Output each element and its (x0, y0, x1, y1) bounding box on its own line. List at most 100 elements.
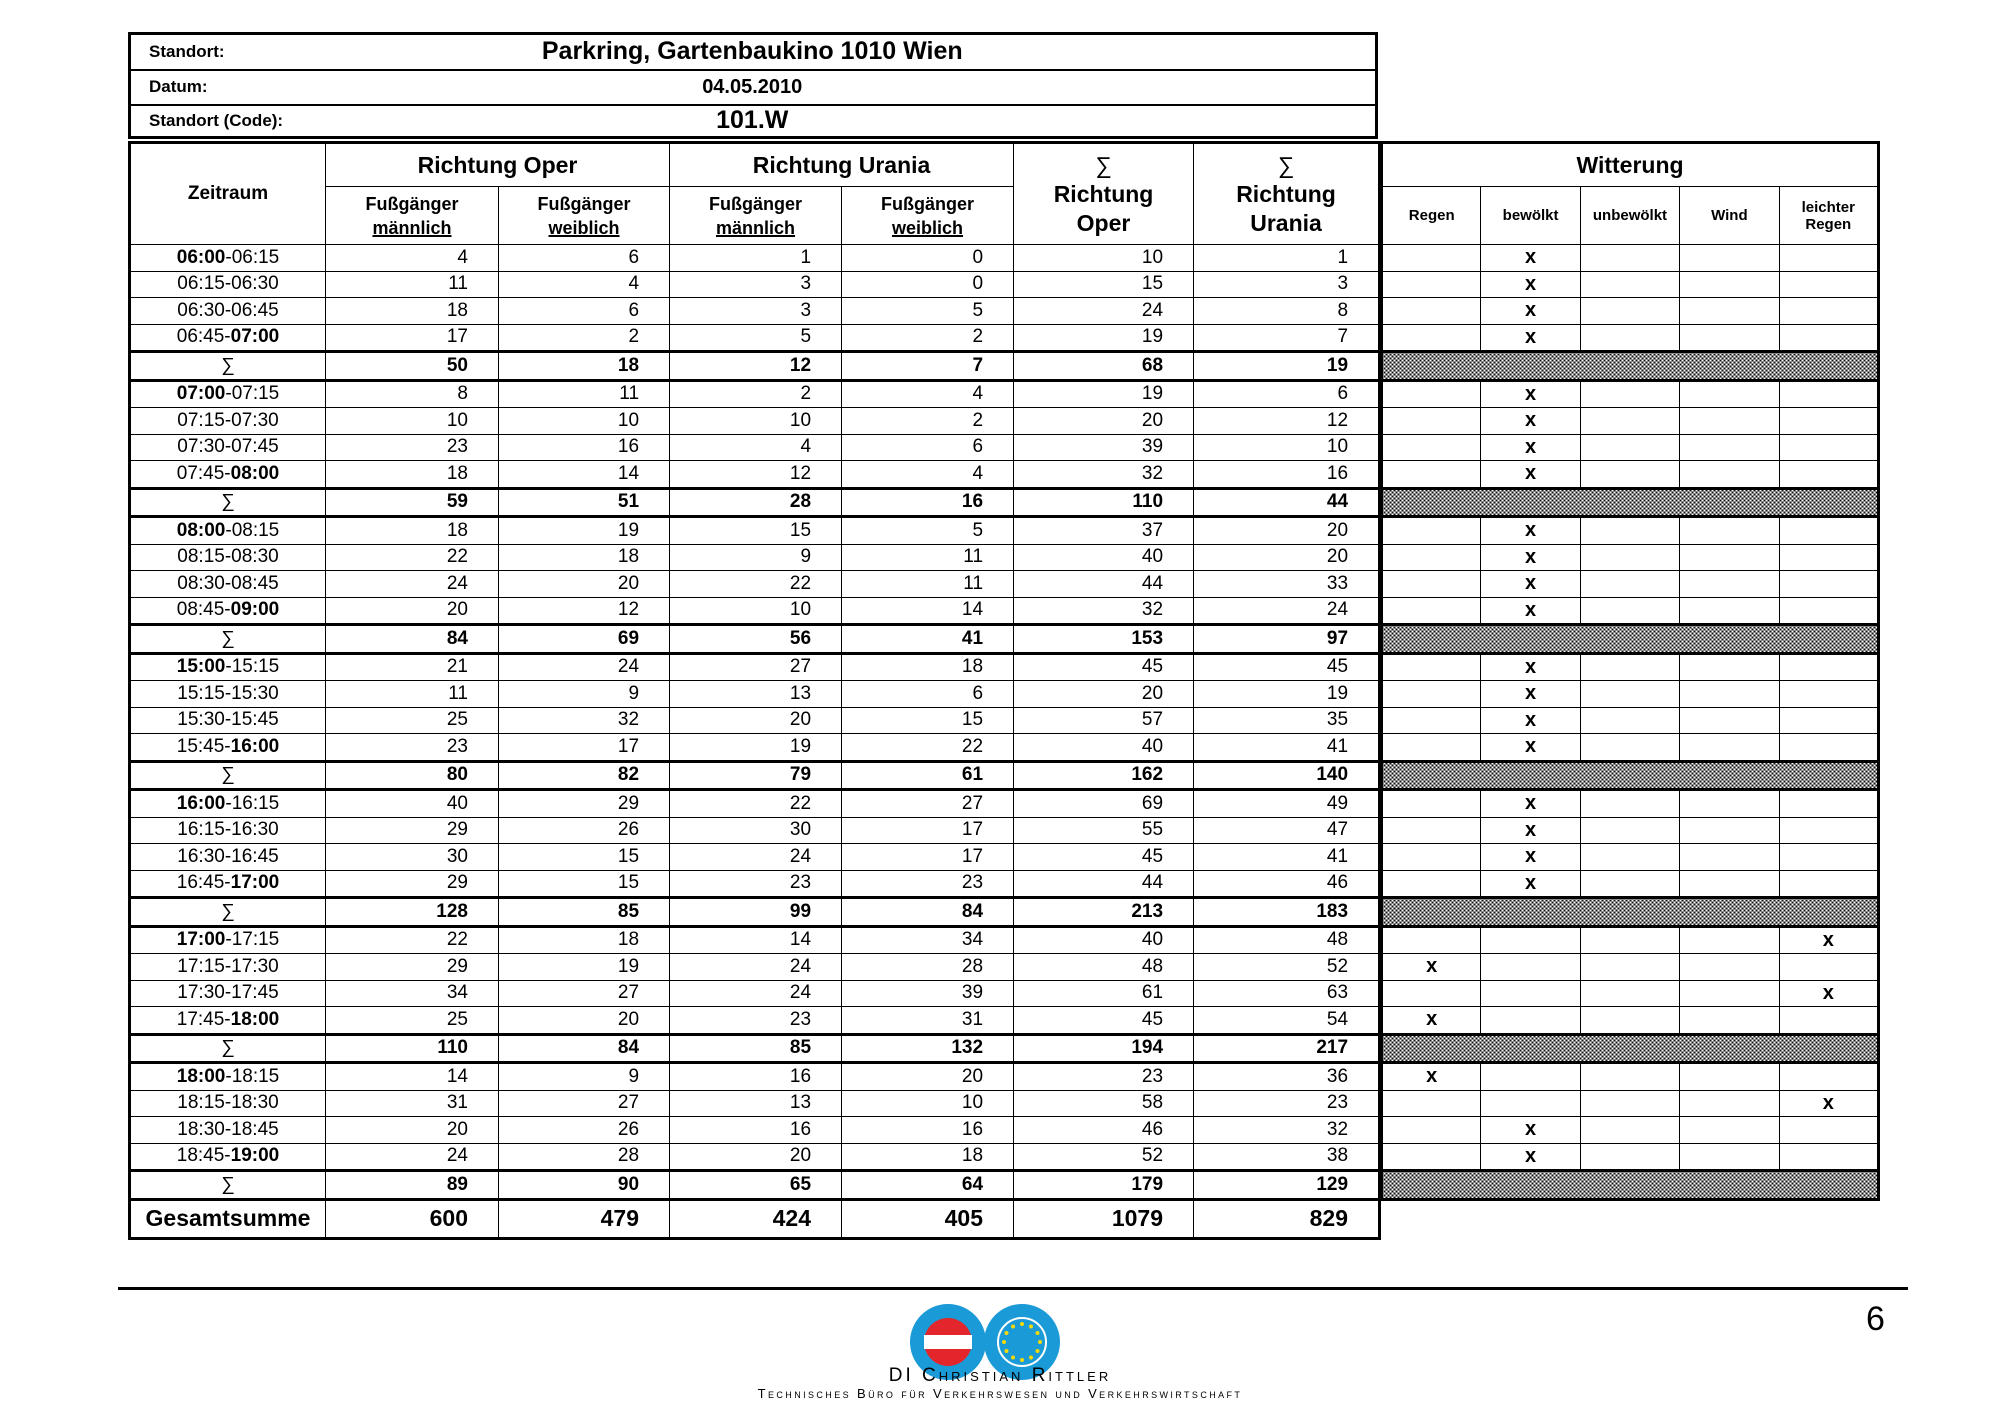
weather-wind-cell[interactable] (1679, 244, 1780, 272)
weather-leichter-regen-cell[interactable] (1778, 1142, 1880, 1171)
weather-wind-cell[interactable] (1679, 1142, 1780, 1171)
weather-wind-cell[interactable] (1679, 596, 1780, 625)
weather-regen-cell[interactable] (1380, 570, 1482, 598)
weather-wind-cell[interactable] (1679, 733, 1780, 762)
weather-wind-cell[interactable] (1679, 979, 1780, 1007)
weather-unbewölkt-cell[interactable] (1579, 706, 1681, 734)
weather-wind-cell[interactable] (1679, 270, 1780, 298)
weather-bewölkt-cell[interactable]: x (1480, 1116, 1581, 1144)
weather-bewölkt-cell[interactable]: x (1480, 733, 1581, 762)
weather-wind-cell[interactable] (1679, 1006, 1780, 1035)
weather-unbewölkt-cell[interactable] (1579, 270, 1681, 298)
weather-bewölkt-cell[interactable]: x (1480, 869, 1581, 898)
weather-regen-cell[interactable] (1380, 516, 1482, 545)
weather-bewölkt-cell[interactable]: x (1480, 297, 1581, 325)
weather-unbewölkt-cell[interactable] (1579, 733, 1681, 762)
weather-regen-cell[interactable] (1380, 706, 1482, 734)
weather-unbewölkt-cell[interactable] (1579, 979, 1681, 1007)
weather-regen-cell[interactable]: x (1380, 953, 1482, 981)
weather-bewölkt-cell[interactable]: x (1480, 1142, 1581, 1171)
weather-regen-cell[interactable] (1380, 843, 1482, 871)
weather-leichter-regen-cell[interactable] (1778, 706, 1880, 734)
weather-wind-cell[interactable] (1679, 1062, 1780, 1091)
weather-bewölkt-cell[interactable]: x (1480, 270, 1581, 298)
weather-wind-cell[interactable] (1679, 297, 1780, 325)
weather-regen-cell[interactable]: x (1380, 1062, 1482, 1091)
weather-bewölkt-cell[interactable]: x (1480, 379, 1581, 408)
weather-bewölkt-cell[interactable]: x (1480, 244, 1581, 272)
weather-regen-cell[interactable] (1380, 270, 1482, 298)
weather-bewölkt-cell[interactable] (1480, 925, 1581, 954)
weather-leichter-regen-cell[interactable] (1778, 652, 1880, 681)
weather-regen-cell[interactable] (1380, 543, 1482, 571)
weather-regen-cell[interactable] (1380, 925, 1482, 954)
weather-leichter-regen-cell[interactable] (1778, 460, 1880, 489)
weather-unbewölkt-cell[interactable] (1579, 244, 1681, 272)
weather-unbewölkt-cell[interactable] (1579, 652, 1681, 681)
weather-unbewölkt-cell[interactable] (1579, 433, 1681, 461)
weather-regen-cell[interactable] (1380, 407, 1482, 435)
weather-wind-cell[interactable] (1679, 925, 1780, 954)
weather-regen-cell[interactable] (1380, 596, 1482, 625)
weather-unbewölkt-cell[interactable] (1579, 1089, 1681, 1117)
weather-wind-cell[interactable] (1679, 843, 1780, 871)
weather-leichter-regen-cell[interactable] (1778, 1062, 1880, 1091)
weather-leichter-regen-cell[interactable] (1778, 297, 1880, 325)
weather-leichter-regen-cell[interactable] (1778, 596, 1880, 625)
weather-leichter-regen-cell[interactable]: x (1778, 979, 1880, 1007)
weather-unbewölkt-cell[interactable] (1579, 516, 1681, 545)
weather-wind-cell[interactable] (1679, 706, 1780, 734)
weather-wind-cell[interactable] (1679, 570, 1780, 598)
weather-regen-cell[interactable] (1380, 652, 1482, 681)
weather-bewölkt-cell[interactable] (1480, 979, 1581, 1007)
weather-leichter-regen-cell[interactable] (1778, 244, 1880, 272)
weather-wind-cell[interactable] (1679, 433, 1780, 461)
weather-regen-cell[interactable] (1380, 816, 1482, 844)
weather-wind-cell[interactable] (1679, 516, 1780, 545)
weather-regen-cell[interactable] (1380, 323, 1482, 352)
weather-wind-cell[interactable] (1679, 460, 1780, 489)
weather-leichter-regen-cell[interactable] (1778, 407, 1880, 435)
weather-leichter-regen-cell[interactable] (1778, 789, 1880, 818)
weather-bewölkt-cell[interactable]: x (1480, 789, 1581, 818)
weather-bewölkt-cell[interactable]: x (1480, 816, 1581, 844)
weather-bewölkt-cell[interactable]: x (1480, 543, 1581, 571)
weather-unbewölkt-cell[interactable] (1579, 543, 1681, 571)
weather-unbewölkt-cell[interactable] (1579, 816, 1681, 844)
weather-leichter-regen-cell[interactable] (1778, 869, 1880, 898)
weather-unbewölkt-cell[interactable] (1579, 869, 1681, 898)
weather-wind-cell[interactable] (1679, 680, 1780, 708)
weather-regen-cell[interactable] (1380, 244, 1482, 272)
weather-regen-cell[interactable] (1380, 379, 1482, 408)
weather-wind-cell[interactable] (1679, 543, 1780, 571)
weather-regen-cell[interactable] (1380, 680, 1482, 708)
weather-bewölkt-cell[interactable]: x (1480, 516, 1581, 545)
weather-wind-cell[interactable] (1679, 1116, 1780, 1144)
weather-leichter-regen-cell[interactable] (1778, 816, 1880, 844)
weather-unbewölkt-cell[interactable] (1579, 1006, 1681, 1035)
weather-leichter-regen-cell[interactable] (1778, 323, 1880, 352)
weather-leichter-regen-cell[interactable] (1778, 1006, 1880, 1035)
weather-wind-cell[interactable] (1679, 869, 1780, 898)
weather-unbewölkt-cell[interactable] (1579, 323, 1681, 352)
weather-regen-cell[interactable] (1380, 1089, 1482, 1117)
weather-bewölkt-cell[interactable]: x (1480, 323, 1581, 352)
weather-regen-cell[interactable] (1380, 789, 1482, 818)
weather-bewölkt-cell[interactable]: x (1480, 570, 1581, 598)
weather-regen-cell[interactable] (1380, 869, 1482, 898)
weather-bewölkt-cell[interactable] (1480, 1006, 1581, 1035)
weather-leichter-regen-cell[interactable] (1778, 843, 1880, 871)
weather-bewölkt-cell[interactable] (1480, 1062, 1581, 1091)
weather-wind-cell[interactable] (1679, 652, 1780, 681)
weather-unbewölkt-cell[interactable] (1579, 379, 1681, 408)
weather-bewölkt-cell[interactable]: x (1480, 706, 1581, 734)
weather-unbewölkt-cell[interactable] (1579, 925, 1681, 954)
weather-leichter-regen-cell[interactable] (1778, 1116, 1880, 1144)
weather-wind-cell[interactable] (1679, 816, 1780, 844)
weather-unbewölkt-cell[interactable] (1579, 596, 1681, 625)
weather-wind-cell[interactable] (1679, 379, 1780, 408)
weather-unbewölkt-cell[interactable] (1579, 1116, 1681, 1144)
weather-wind-cell[interactable] (1679, 1089, 1780, 1117)
weather-bewölkt-cell[interactable]: x (1480, 843, 1581, 871)
weather-leichter-regen-cell[interactable]: x (1778, 925, 1880, 954)
